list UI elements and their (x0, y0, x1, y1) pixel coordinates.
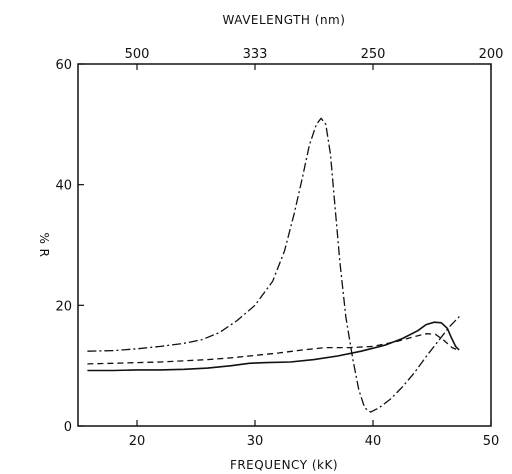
top-tick-label: 500 (125, 47, 150, 62)
x-tick-label: 30 (247, 434, 264, 449)
top-tick-label: 333 (243, 47, 268, 62)
y-tick-label: 20 (55, 299, 72, 314)
x-tick-label: 20 (129, 434, 146, 449)
x-tick-label: 40 (365, 434, 382, 449)
y-tick-label: 0 (64, 420, 72, 435)
series-line-solid (87, 322, 459, 370)
series-layer (87, 118, 461, 412)
y-axis-title: % R (37, 232, 51, 257)
plot-frame (78, 64, 491, 426)
x-tick-label: 50 (483, 434, 500, 449)
y-tick-label: 40 (55, 179, 72, 194)
x-axis-title: FREQUENCY (kK) (230, 458, 338, 472)
y-tick-label: 60 (55, 58, 72, 73)
top-axis-title: WAVELENGTH (nm) (223, 13, 346, 27)
series-line-dash-dot (87, 118, 461, 412)
top-tick-label: 250 (361, 47, 386, 62)
top-tick-label: 200 (479, 47, 504, 62)
